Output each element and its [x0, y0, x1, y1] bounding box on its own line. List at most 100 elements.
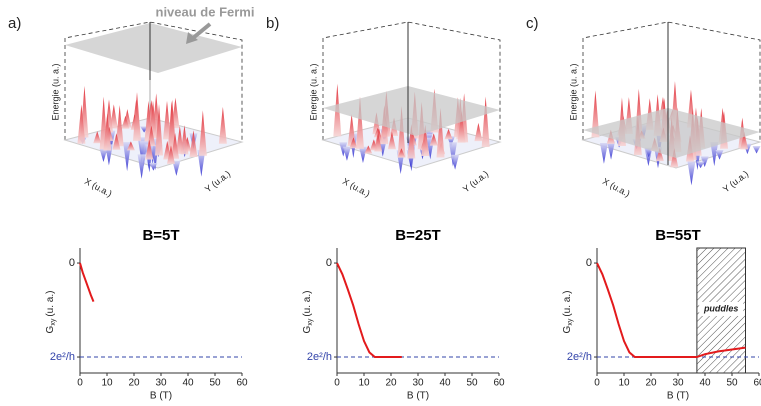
surface-spike [139, 141, 148, 167]
surface-spike [607, 141, 616, 160]
surface-spike [149, 162, 158, 171]
surface-spike [448, 142, 457, 167]
energy-label: Energie (u. a.) [308, 63, 318, 120]
axis-frame [79, 248, 242, 374]
x-axis-label: B (T) [407, 391, 429, 402]
surface-spike [349, 137, 358, 149]
surface-spike [364, 145, 373, 154]
surface-spike [687, 161, 696, 186]
chart-title: B=25T [395, 227, 440, 244]
surface-spike [198, 110, 207, 156]
x-tick-label: 50 [466, 378, 478, 389]
surface-panel: b) Energie (u. a.) X (u.a.) Y (u.a.) [266, 15, 502, 199]
x-tick-label: 10 [358, 378, 370, 389]
surface-spike [436, 107, 445, 158]
surface-panel: c) Energie (u. a.) X (u.a.) Y (u.a.) [526, 15, 761, 199]
x-tick-label: 30 [155, 378, 167, 389]
y-axis-label: Y (u.a.) [461, 169, 490, 195]
y-axis-label: Y (u.a.) [203, 169, 232, 195]
fermi-label: niveau de Fermi [156, 4, 255, 19]
surface-spike [715, 150, 724, 160]
surface-spike [347, 113, 356, 146]
surface-spike [429, 133, 438, 146]
energy-label: Energie (u. a.) [50, 63, 60, 120]
surface-spike [166, 145, 175, 164]
x-tick-label: 50 [209, 378, 221, 389]
y-tick-label: 0 [326, 257, 332, 269]
x-tick-label: 60 [753, 378, 761, 389]
x-axis-label: X (u.a.) [83, 176, 114, 199]
chart-title: B=5T [142, 227, 179, 244]
x-axis-label: B (T) [150, 391, 172, 402]
surface-spike [397, 148, 406, 158]
x-tick-label: 0 [77, 378, 83, 389]
surface-spike [710, 141, 719, 167]
y-axis-label: Gxy(u. a.) [562, 291, 574, 334]
surface-spike [112, 133, 121, 150]
surface-spike [342, 146, 351, 161]
surface-spike [358, 146, 367, 164]
y-axis-label: Y (u.a.) [721, 169, 750, 195]
x-tick-label: 50 [726, 378, 738, 389]
shaded-label: puddles [703, 303, 739, 313]
y-label-sub: xy [307, 318, 314, 326]
surface-spike [387, 131, 396, 150]
y-label-unit: (u. a.) [302, 291, 313, 317]
surface-spike [481, 96, 490, 148]
panel-label: c) [526, 15, 539, 32]
surface-spike [93, 131, 102, 144]
surface-spike [103, 113, 112, 151]
surface-spike [167, 100, 176, 151]
shaded-label-box [699, 302, 744, 316]
surface-spike [126, 141, 135, 151]
x-tick-label: 60 [236, 378, 248, 389]
y-label-sub: xy [50, 318, 57, 326]
x-tick-label: 30 [672, 378, 684, 389]
y-label-unit: (u. a.) [45, 291, 56, 317]
surface-spike [339, 142, 348, 157]
y-tick-label: 2e²/h [307, 351, 332, 363]
panel-label: b) [266, 15, 279, 32]
x-tick-label: 40 [439, 378, 451, 389]
surface-spike [421, 124, 430, 157]
y-tick-label: 2e²/h [567, 351, 592, 363]
y-tick-label: 2e²/h [50, 351, 75, 363]
surface-spike [457, 110, 466, 143]
data-line [596, 262, 746, 359]
x-tick-label: 60 [493, 378, 505, 389]
y-axis-label: Gxy(u. a.) [302, 291, 314, 334]
x-tick-label: 10 [618, 378, 630, 389]
surface-spike [218, 106, 227, 144]
axis-frame [336, 248, 499, 374]
surface-spike [155, 103, 164, 156]
surface-spike [451, 154, 460, 170]
x-tick-label: 0 [334, 378, 340, 389]
surface-spike [696, 161, 705, 169]
surface-spike [133, 92, 142, 141]
surface-spike [444, 128, 453, 140]
x-axis-label: X (u.a.) [601, 176, 632, 199]
x-tick-label: 40 [182, 378, 194, 389]
surface-spike [99, 148, 108, 162]
fermi-arrowhead [186, 32, 198, 44]
surface-spike [752, 146, 761, 154]
surface-spike [197, 149, 206, 177]
surface-spike [115, 105, 124, 147]
x-tick-label: 20 [128, 378, 140, 389]
surface-spike [670, 148, 679, 168]
panel-label: a) [8, 15, 21, 32]
box-edge [322, 21, 501, 142]
x-tick-label: 20 [385, 378, 397, 389]
surface-spike [180, 125, 189, 155]
fermi-plane [583, 108, 760, 158]
surface-spike [137, 154, 146, 179]
surface-spike [172, 160, 181, 176]
surface-spike [407, 123, 416, 159]
x-tick-label: 40 [699, 378, 711, 389]
y-label-main: G [45, 325, 56, 333]
y-label-main: G [562, 325, 573, 333]
surface-spike [109, 104, 118, 129]
x-tick-label: 0 [594, 378, 600, 389]
y-axis-label: Gxy(u. a.) [45, 291, 57, 334]
y-tick-label: 0 [69, 257, 75, 269]
